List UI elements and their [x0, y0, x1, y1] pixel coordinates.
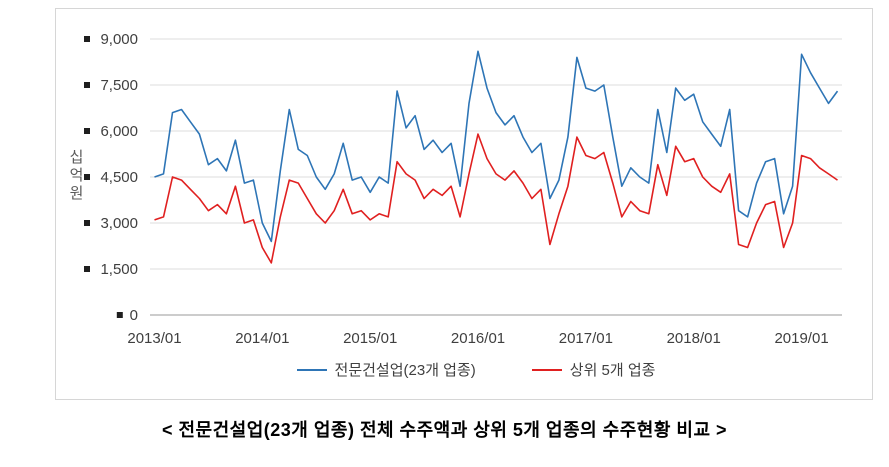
- y-tick-marker: [84, 174, 90, 180]
- x-tick-label: 2016/01: [451, 330, 505, 347]
- y-tick-label: 4,500: [100, 169, 138, 186]
- legend-label-top5: 상위 5개 업종: [569, 362, 656, 379]
- y-tick-marker: [84, 266, 90, 272]
- y-tick-marker: [84, 128, 90, 134]
- y-tick-label: 3,000: [100, 215, 138, 232]
- legend-item-total: 전문건설업(23개 업종): [296, 359, 476, 380]
- chart-area: 십억원 0 1,500 3,000 4,500 6,000 7,500 9,000 2013/…: [55, 8, 873, 400]
- series-line-1: [154, 133, 838, 264]
- y-tick-label: 9,000: [100, 31, 138, 48]
- x-tick-label: 2015/01: [343, 330, 397, 347]
- x-tick-label: 2018/01: [667, 330, 721, 347]
- x-tick-label: 2013/01: [127, 330, 181, 347]
- y-tick-label: 7,500: [100, 77, 138, 94]
- y-tick-marker: [84, 220, 90, 226]
- y-tick-label: 1,500: [100, 261, 138, 278]
- line-chart-canvas: 0 1,500 3,000 4,500 6,000 7,500 9,000 2013/01 20…: [84, 31, 842, 347]
- figure-caption: < 전문건설업(23개 업종) 전체 수주액과 상위 5개 업종의 수주현황 비…: [161, 420, 728, 440]
- series-line-0: [154, 50, 839, 243]
- y-tick-label: 6,000: [100, 123, 138, 140]
- y-tick-label: 0: [130, 307, 138, 324]
- legend-line-swatch-red: [531, 368, 562, 371]
- x-tick-label: 2019/01: [774, 330, 828, 347]
- legend-line-swatch-blue: [296, 368, 327, 371]
- x-tick-label: 2014/01: [235, 330, 289, 347]
- y-tick-marker: [84, 82, 90, 88]
- chart-legend: 전문건설업(23개 업종) 상위 5개 업종: [86, 359, 866, 380]
- y-tick-marker: [84, 36, 90, 42]
- y-axis-title: 십억원: [67, 149, 84, 203]
- x-tick-label: 2017/01: [559, 330, 613, 347]
- legend-item-top5: 상위 5개 업종: [531, 359, 656, 380]
- legend-label-total: 전문건설업(23개 업종): [334, 362, 476, 379]
- y-tick-marker: [116, 312, 123, 318]
